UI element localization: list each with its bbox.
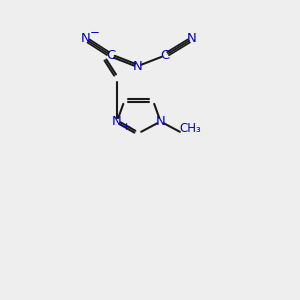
Text: C: C — [106, 49, 116, 62]
Text: N: N — [156, 115, 165, 128]
Text: +: + — [121, 122, 131, 133]
Text: C: C — [160, 49, 169, 62]
Text: N: N — [81, 32, 90, 46]
Text: N: N — [112, 115, 122, 128]
Text: −: − — [90, 26, 99, 39]
Text: N: N — [133, 59, 143, 73]
Text: N: N — [187, 32, 197, 46]
Text: CH₃: CH₃ — [180, 122, 201, 136]
